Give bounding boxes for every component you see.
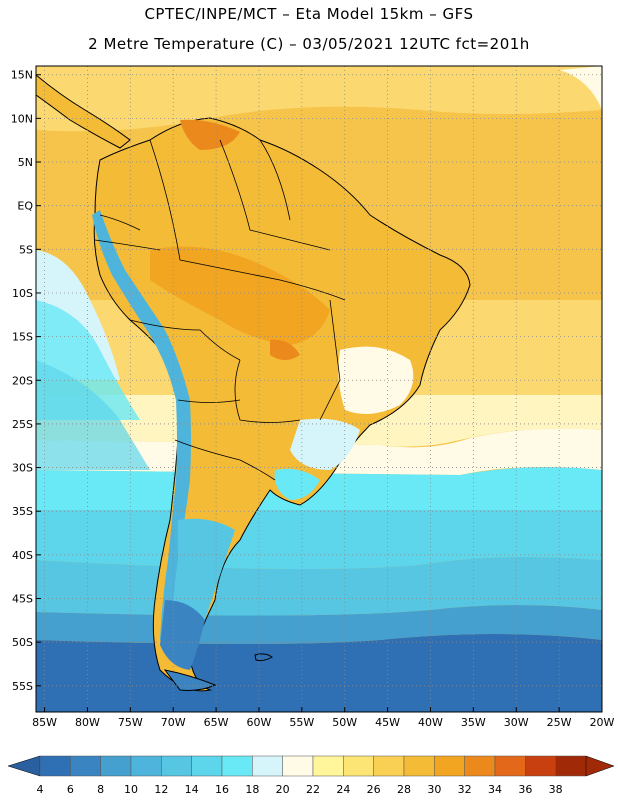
lat-tick-label: 45S: [12, 593, 33, 606]
lat-tick-label: 20S: [12, 374, 33, 387]
colorbar-swatch: [221, 755, 253, 777]
colorbar-tick-label: 30: [427, 783, 441, 796]
colorbar-swatch: [494, 755, 526, 777]
lat-tick-label: 30S: [12, 462, 33, 475]
lon-tick-label: 50W: [332, 716, 357, 729]
longitude-axis: 85W 80W 75W 70W 65W 60W 55W 50W 45W 40W 35W 30W 25W 2…: [32, 707, 615, 729]
header-title-line2: 2 Metre Temperature (C) – 03/05/2021 12U…: [88, 35, 530, 53]
colorbar-tick-label: 26: [367, 783, 381, 796]
colorbar-swatch: [130, 755, 162, 777]
colorbar-tick-label: 16: [215, 783, 229, 796]
colorbar-swatch: [282, 755, 314, 777]
temperature-map: [36, 66, 602, 712]
lat-tick-label: 25S: [12, 418, 33, 431]
lon-tick-label: 75W: [118, 716, 143, 729]
colorbar-swatch: [161, 755, 192, 777]
colorbar-swatch: [312, 755, 344, 777]
lat-tick-label: 15N: [11, 69, 33, 82]
lat-tick-label: 35S: [12, 505, 33, 518]
lat-tick-label: 10N: [11, 112, 33, 125]
colorbar-left-arrow: [7, 755, 41, 777]
colorbar-tick-label: 38: [549, 783, 563, 796]
colorbar-swatch: [373, 755, 405, 777]
lon-tick-label: 20W: [590, 716, 615, 729]
colorbar-swatch: [39, 755, 71, 777]
lat-tick-label: 5S: [19, 243, 33, 256]
colorbar-tick-label: 32: [458, 783, 472, 796]
colorbar-tick-label: 34: [488, 783, 502, 796]
colorbar-tick-label: 22: [306, 783, 320, 796]
colorbar-tick-label: 36: [518, 783, 532, 796]
colorbar-swatch: [100, 755, 132, 777]
lat-tick-label: 50S: [12, 636, 33, 649]
colorbar-right-arrow: [585, 755, 615, 777]
lon-tick-label: 40W: [418, 716, 443, 729]
lat-tick-label: 15S: [12, 331, 33, 344]
colorbar-tick-label: 12: [154, 783, 168, 796]
latitude-axis: 15N 10N 5N EQ 5S 10S 15S 20S 25S 30S 35S 40S 45S 50S 5…: [11, 69, 41, 693]
colorbar-swatch: [191, 755, 223, 777]
lat-tick-label: 40S: [12, 549, 33, 562]
lon-tick-label: 65W: [204, 716, 229, 729]
colorbar-tick-label: 18: [245, 783, 259, 796]
lon-tick-label: 85W: [32, 716, 57, 729]
colorbar-tick-label: 14: [185, 783, 199, 796]
lon-tick-label: 80W: [75, 716, 100, 729]
colorbar-tick-label: 6: [67, 783, 74, 796]
colorbar-swatch: [70, 755, 101, 777]
header-title-line1: CPTEC/INPE/MCT – Eta Model 15km – GFS: [144, 5, 474, 23]
colorbar-tick-label: 20: [276, 783, 290, 796]
colorbar-swatch: [525, 755, 556, 777]
lon-tick-label: 55W: [289, 716, 314, 729]
colorbar-swatch: [464, 755, 496, 777]
lon-tick-label: 45W: [375, 716, 400, 729]
lon-tick-label: 35W: [461, 716, 486, 729]
map-frame: [35, 65, 603, 713]
colorbar-swatch: [252, 755, 283, 777]
lon-tick-label: 25W: [547, 716, 572, 729]
lat-tick-label: 5N: [18, 156, 33, 169]
lat-tick-label: 55S: [12, 680, 33, 693]
lon-tick-label: 30W: [504, 716, 529, 729]
colorbar-swatch: [403, 755, 435, 777]
colorbar-tick-label: 28: [397, 783, 411, 796]
lon-tick-label: 70W: [161, 716, 186, 729]
lon-tick-label: 60W: [247, 716, 272, 729]
colorbar-swatch: [434, 755, 465, 777]
lat-tick-label: EQ: [17, 200, 33, 213]
colorbar-swatch: [555, 755, 587, 777]
lat-tick-label: 10S: [12, 287, 33, 300]
colorbar: 4 6 8 10 12 14 16 18 20 22 24 26 28 30 32 34 36 38: [7, 755, 615, 796]
colorbar-tick-label: 24: [336, 783, 350, 796]
colorbar-tick-label: 10: [124, 783, 138, 796]
colorbar-swatch: [343, 755, 374, 777]
colorbar-tick-label: 4: [37, 783, 44, 796]
colorbar-tick-label: 8: [97, 783, 104, 796]
